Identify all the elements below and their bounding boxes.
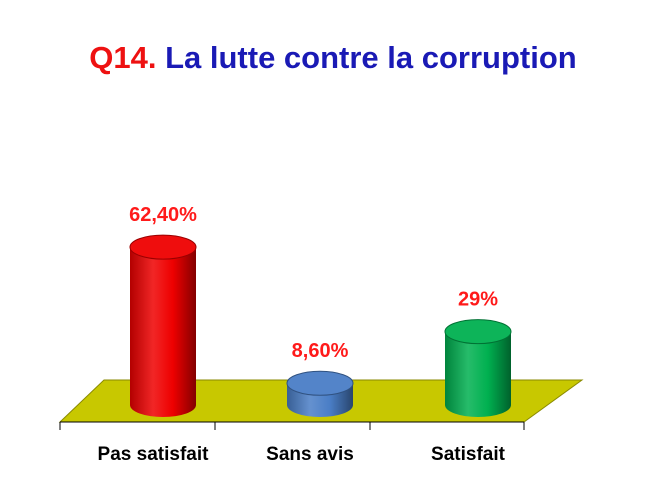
bar-body: [445, 331, 511, 417]
bar-3: [444, 319, 512, 417]
bar-top: [129, 234, 197, 260]
data-label: 29%: [458, 289, 498, 311]
category-label: Satisfait: [431, 444, 506, 465]
category-label: Pas satisfait: [98, 444, 210, 465]
chart-title-prefix: Q14.: [89, 40, 157, 75]
category-label: Sans avis: [266, 444, 354, 465]
bar-1: [129, 234, 197, 417]
bar-top: [286, 370, 354, 396]
data-label: 8,60%: [292, 340, 349, 362]
chart-title-text: La lutte contre la corruption: [165, 40, 577, 75]
bar-body: [130, 247, 196, 417]
data-label: 62,40%: [129, 204, 197, 226]
bar-top: [444, 319, 512, 345]
chart-title: Q14. La lutte contre la corruption: [0, 38, 666, 78]
bar-2: [286, 370, 354, 417]
